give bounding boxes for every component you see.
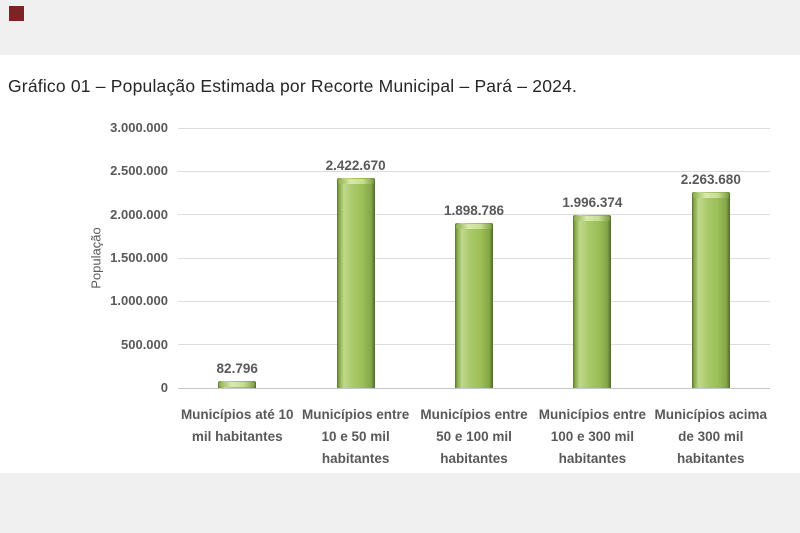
value-label: 2.422.670: [325, 158, 386, 173]
value-label: 1.996.374: [562, 195, 623, 210]
category-label: Municípios entre 50 e 100 mil habitantes: [414, 404, 534, 470]
bar: [455, 223, 493, 388]
category-label: Municípios acima de 300 mil habitantes: [651, 404, 771, 470]
category-label: Municípios entre 100 e 300 mil habitantes: [532, 404, 652, 470]
value-label: 82.796: [216, 361, 258, 376]
gridline: [178, 214, 770, 216]
category-label-line: Municípios até 10: [180, 407, 294, 422]
value-label: 1.898.786: [443, 203, 505, 218]
category-label-line: 50 e 100 mil: [436, 429, 512, 444]
page-title: Gráfico 01 – População Estimada por Reco…: [8, 76, 578, 96]
category-label-line: 10 e 50 mil: [321, 429, 390, 444]
category-label-line: mil habitantes: [191, 429, 283, 444]
gridline: [178, 127, 770, 129]
category-label-line: Municípios entre: [420, 407, 528, 422]
y-tick-label: 0: [160, 380, 168, 395]
category-label-line: de 300 mil: [678, 429, 744, 444]
y-tick-label: 3.000.000: [110, 120, 168, 135]
gridline: [178, 170, 770, 172]
category-label-line: habitantes: [558, 451, 627, 466]
category-label: Municípios entre 10 e 50 mil habitantes: [296, 404, 416, 470]
y-tick-label: 1.500.000: [110, 250, 168, 265]
plot-area: 3.000.000 2.500.000 2.000.000 1.500.000 1.00…: [110, 120, 770, 466]
y-tick-label: 1.000.000: [110, 293, 168, 309]
y-tick-label: 2.000.000: [110, 206, 168, 222]
top-bar: [0, 0, 800, 55]
bar: [218, 381, 257, 388]
bar: [573, 215, 612, 388]
category-label-line: 100 e 300 mil: [550, 429, 635, 444]
category-label-line: habitantes: [440, 451, 508, 466]
category-label-line: Municípios acima: [654, 407, 768, 422]
y-tick-label: 2.500.000: [110, 163, 168, 179]
y-tick-label: 500.000: [121, 336, 168, 352]
category-label-line: Municípios entre: [538, 407, 647, 422]
bottom-bar: [0, 473, 800, 533]
bar: [691, 192, 730, 388]
red-square-marker: [9, 6, 24, 21]
category-label-line: habitantes: [677, 451, 745, 466]
category-label-line: Municípios entre: [301, 407, 410, 422]
value-label: 2.263.680: [680, 172, 741, 187]
category-label: Municípios até 10 mil habitantes: [177, 404, 297, 448]
bar: [336, 178, 375, 388]
category-label-line: habitantes: [321, 451, 390, 466]
